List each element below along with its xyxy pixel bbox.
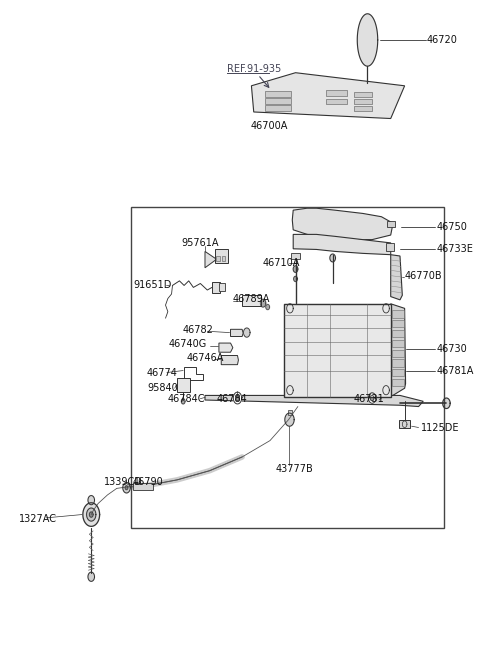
Text: 46782: 46782 (183, 325, 214, 335)
Text: 43777B: 43777B (276, 464, 313, 474)
Text: 46746A: 46746A (186, 353, 224, 363)
Text: 46784C: 46784C (168, 394, 205, 403)
Text: 46740G: 46740G (169, 338, 207, 349)
Bar (284, 304, 391, 397)
Polygon shape (266, 304, 270, 310)
Bar (399, 420, 410, 428)
Text: 46750: 46750 (436, 222, 467, 232)
Polygon shape (88, 495, 95, 504)
Bar (392, 320, 404, 327)
Bar (392, 369, 404, 377)
Bar (392, 379, 404, 386)
Polygon shape (443, 398, 450, 409)
Bar (212, 281, 220, 293)
Text: 1125DE: 1125DE (421, 422, 459, 432)
Polygon shape (123, 483, 130, 493)
Polygon shape (86, 508, 96, 521)
Bar (392, 310, 404, 318)
Text: 46733E: 46733E (436, 245, 473, 255)
Bar (265, 106, 291, 112)
Bar (354, 106, 372, 112)
Text: 1327AC: 1327AC (19, 514, 57, 524)
Text: 46770B: 46770B (405, 271, 442, 281)
Polygon shape (288, 410, 292, 415)
Polygon shape (233, 392, 241, 404)
Bar (133, 483, 153, 489)
Polygon shape (287, 386, 293, 395)
Text: 46731: 46731 (354, 394, 384, 403)
Polygon shape (243, 328, 250, 337)
Polygon shape (293, 234, 391, 255)
Text: 46784: 46784 (216, 394, 247, 403)
Bar (131, 207, 444, 527)
Polygon shape (284, 304, 393, 401)
Text: 1339CD: 1339CD (104, 477, 143, 487)
Polygon shape (221, 356, 239, 365)
Polygon shape (357, 14, 378, 66)
Polygon shape (383, 304, 389, 313)
Bar (392, 359, 404, 367)
Bar (326, 91, 347, 96)
Text: 46730: 46730 (436, 344, 467, 354)
Bar (265, 98, 291, 104)
Bar (219, 283, 225, 291)
Polygon shape (292, 208, 393, 239)
Bar (222, 256, 226, 260)
Polygon shape (391, 304, 406, 397)
Polygon shape (285, 413, 294, 426)
Bar (392, 330, 404, 337)
Bar (215, 249, 228, 262)
Bar (265, 91, 291, 97)
Bar (326, 99, 347, 104)
Bar (242, 295, 261, 306)
Bar (216, 256, 220, 260)
Polygon shape (125, 485, 128, 489)
Bar (354, 99, 372, 104)
Polygon shape (230, 329, 243, 337)
Polygon shape (287, 304, 293, 313)
Polygon shape (252, 73, 405, 119)
Bar (177, 378, 190, 392)
Text: 46790: 46790 (133, 477, 164, 487)
Bar (291, 253, 300, 259)
Polygon shape (83, 502, 99, 526)
Polygon shape (88, 572, 95, 581)
Text: 46710A: 46710A (263, 258, 300, 268)
Polygon shape (330, 254, 336, 262)
Bar (392, 350, 404, 357)
Text: 95761A: 95761A (182, 238, 219, 248)
Polygon shape (293, 266, 298, 272)
Bar (386, 243, 395, 251)
Polygon shape (402, 421, 407, 428)
Polygon shape (294, 276, 298, 281)
Polygon shape (370, 396, 374, 401)
Polygon shape (205, 396, 423, 407)
Bar (392, 340, 404, 347)
Polygon shape (89, 512, 93, 517)
Text: 46700A: 46700A (251, 121, 288, 131)
Text: REF.91-935: REF.91-935 (227, 64, 282, 74)
Text: 46774: 46774 (147, 367, 178, 377)
Polygon shape (391, 255, 402, 300)
Polygon shape (181, 399, 185, 404)
Text: 46781A: 46781A (436, 365, 474, 375)
Text: 91651D: 91651D (133, 281, 171, 291)
Text: 95840: 95840 (147, 383, 178, 393)
Text: 46720: 46720 (427, 35, 458, 45)
Bar (354, 92, 372, 97)
Text: 46789A: 46789A (233, 294, 270, 304)
Polygon shape (383, 386, 389, 395)
Polygon shape (260, 299, 266, 307)
Polygon shape (205, 251, 216, 268)
Bar (387, 220, 396, 227)
Polygon shape (236, 396, 240, 401)
Polygon shape (369, 393, 376, 403)
Polygon shape (219, 343, 233, 352)
